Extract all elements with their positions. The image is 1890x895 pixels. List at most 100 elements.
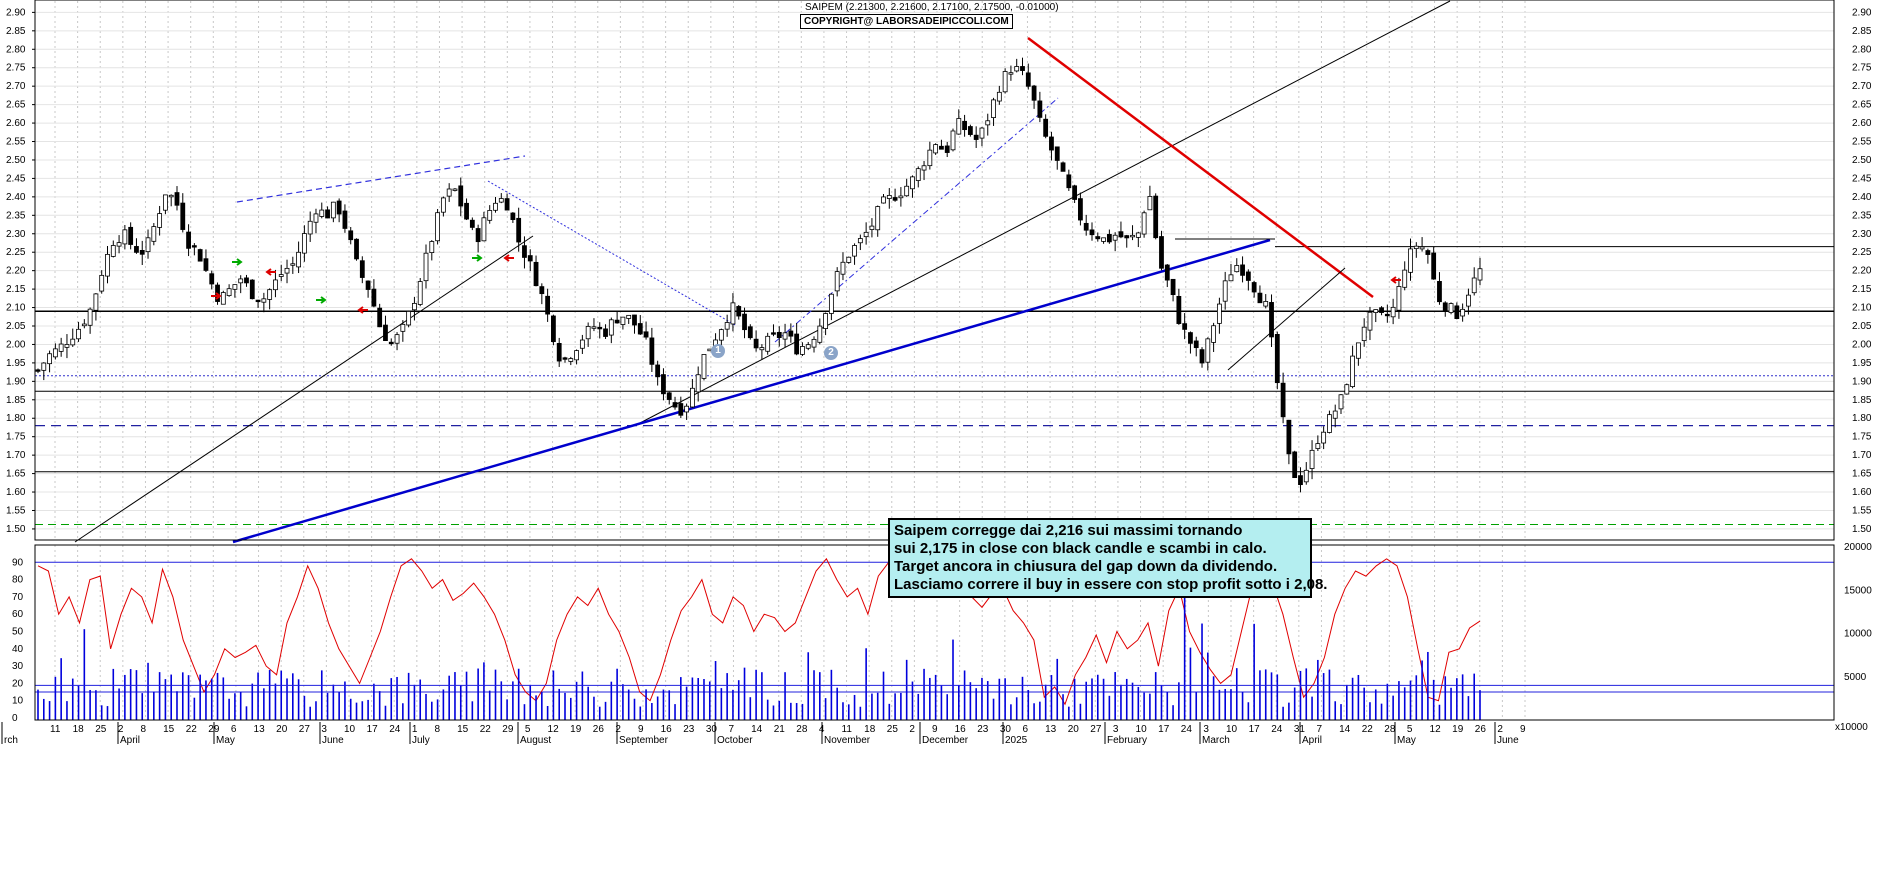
x-month-label: February bbox=[1107, 735, 1147, 746]
candle-body bbox=[1025, 72, 1031, 87]
y-tick-right: 2.60 bbox=[1852, 118, 1872, 129]
candle-body bbox=[134, 246, 139, 253]
signal-arrow bbox=[232, 258, 243, 266]
candle-body bbox=[493, 202, 498, 211]
candle-body bbox=[742, 313, 747, 331]
candle-body bbox=[1205, 338, 1211, 363]
candle-body bbox=[1344, 384, 1350, 395]
y-tick-right: 1.90 bbox=[1852, 376, 1872, 387]
candle-body bbox=[1442, 302, 1448, 312]
x-day-label: 18 bbox=[73, 724, 85, 735]
candle-body bbox=[1078, 198, 1083, 221]
candle-body bbox=[1437, 281, 1442, 303]
x-day-label: 16 bbox=[955, 724, 967, 735]
x-day-label: 3 bbox=[1203, 724, 1209, 735]
candle-body bbox=[64, 344, 70, 348]
candle-body bbox=[1280, 382, 1286, 418]
candle-body bbox=[1135, 232, 1141, 238]
candle-body bbox=[776, 331, 782, 338]
marker-1-badge: 1 bbox=[711, 344, 725, 358]
x-day-label: 9 bbox=[932, 724, 938, 735]
note-line-4: Lasciamo correre il buy in essere con st… bbox=[894, 576, 1328, 593]
candle-body bbox=[1106, 234, 1112, 243]
candle-body bbox=[1373, 309, 1379, 313]
y-tick-left: 2.80 bbox=[6, 44, 26, 55]
signal-arrow bbox=[472, 254, 483, 262]
candle-body bbox=[985, 120, 991, 126]
candle-body bbox=[255, 299, 261, 303]
candle-body bbox=[1008, 72, 1014, 75]
volume-tick: 15000 bbox=[1844, 585, 1872, 596]
candle-body bbox=[649, 337, 655, 365]
candle-body bbox=[307, 220, 313, 235]
x-day-label: 16 bbox=[661, 724, 673, 735]
x-day-label: 8 bbox=[434, 724, 440, 735]
candle-body bbox=[1274, 333, 1280, 384]
y-tick-left: 2.10 bbox=[6, 303, 26, 314]
x-day-label: 22 bbox=[186, 724, 198, 735]
candle-body bbox=[562, 357, 568, 360]
candle-body bbox=[637, 323, 643, 335]
x-day-label: 25 bbox=[887, 724, 899, 735]
candle-body bbox=[1390, 306, 1396, 318]
candle-body bbox=[771, 332, 776, 335]
candle-body bbox=[249, 279, 255, 300]
candle-body bbox=[1315, 443, 1321, 449]
x-day-label: 29 bbox=[502, 724, 514, 735]
candle-body bbox=[301, 233, 307, 254]
x-day-label: 21 bbox=[774, 724, 786, 735]
candle-body bbox=[834, 271, 840, 292]
y-tick-left: 1.80 bbox=[6, 413, 26, 424]
x-day-label: 17 bbox=[1249, 724, 1261, 735]
candle-body bbox=[1454, 305, 1460, 320]
candle-body bbox=[1466, 294, 1471, 307]
x-day-label: 15 bbox=[163, 724, 175, 735]
y-tick-right: 2.70 bbox=[1852, 81, 1872, 92]
x-day-label: 27 bbox=[299, 724, 311, 735]
candle-body bbox=[724, 322, 730, 330]
candle-body bbox=[273, 279, 278, 291]
y-tick-right: 1.50 bbox=[1852, 524, 1872, 535]
candle-body bbox=[944, 145, 950, 153]
x-day-label: 13 bbox=[1045, 724, 1057, 735]
candle-body bbox=[423, 252, 429, 282]
signal-arrow bbox=[265, 268, 276, 276]
volume-tick: 5000 bbox=[1844, 672, 1867, 683]
candle-body bbox=[759, 347, 765, 351]
candle-body bbox=[869, 225, 875, 230]
candle-body bbox=[585, 326, 591, 340]
trendline bbox=[236, 155, 526, 203]
candle-body bbox=[1002, 71, 1008, 93]
candle-body bbox=[1419, 246, 1425, 250]
candle-body bbox=[551, 315, 556, 343]
x-month-label: August bbox=[520, 735, 551, 746]
y-tick-left: 1.75 bbox=[6, 432, 26, 443]
y-tick-right: 2.10 bbox=[1852, 303, 1872, 314]
candle-body bbox=[1245, 271, 1251, 281]
candle-body bbox=[1431, 252, 1437, 280]
y-tick-right: 2.40 bbox=[1852, 192, 1872, 203]
candle-body bbox=[1124, 235, 1130, 239]
candle-body bbox=[1176, 295, 1182, 324]
candle-body bbox=[296, 251, 302, 268]
candle-body bbox=[574, 350, 579, 361]
x-day-label: 6 bbox=[231, 724, 237, 735]
candle-body bbox=[788, 330, 794, 337]
candle-body bbox=[174, 192, 180, 206]
oscillator-line bbox=[37, 557, 1481, 706]
candle-body bbox=[487, 210, 493, 221]
candle-body bbox=[782, 332, 788, 340]
candle-body bbox=[1211, 325, 1217, 343]
x-day-label: 30 bbox=[1000, 724, 1012, 735]
y-tick-left: 2.90 bbox=[6, 7, 26, 18]
candle-body bbox=[1182, 323, 1188, 330]
candle-body bbox=[464, 202, 469, 220]
y-tick-left: 2.45 bbox=[6, 173, 26, 184]
candle-body bbox=[939, 145, 944, 150]
candle-body bbox=[1159, 236, 1164, 269]
candle-body bbox=[267, 289, 273, 300]
x-day-label: 24 bbox=[389, 724, 401, 735]
y-tick-right: 2.65 bbox=[1852, 100, 1872, 111]
candle-body bbox=[452, 188, 458, 191]
candle-body bbox=[1228, 274, 1234, 282]
